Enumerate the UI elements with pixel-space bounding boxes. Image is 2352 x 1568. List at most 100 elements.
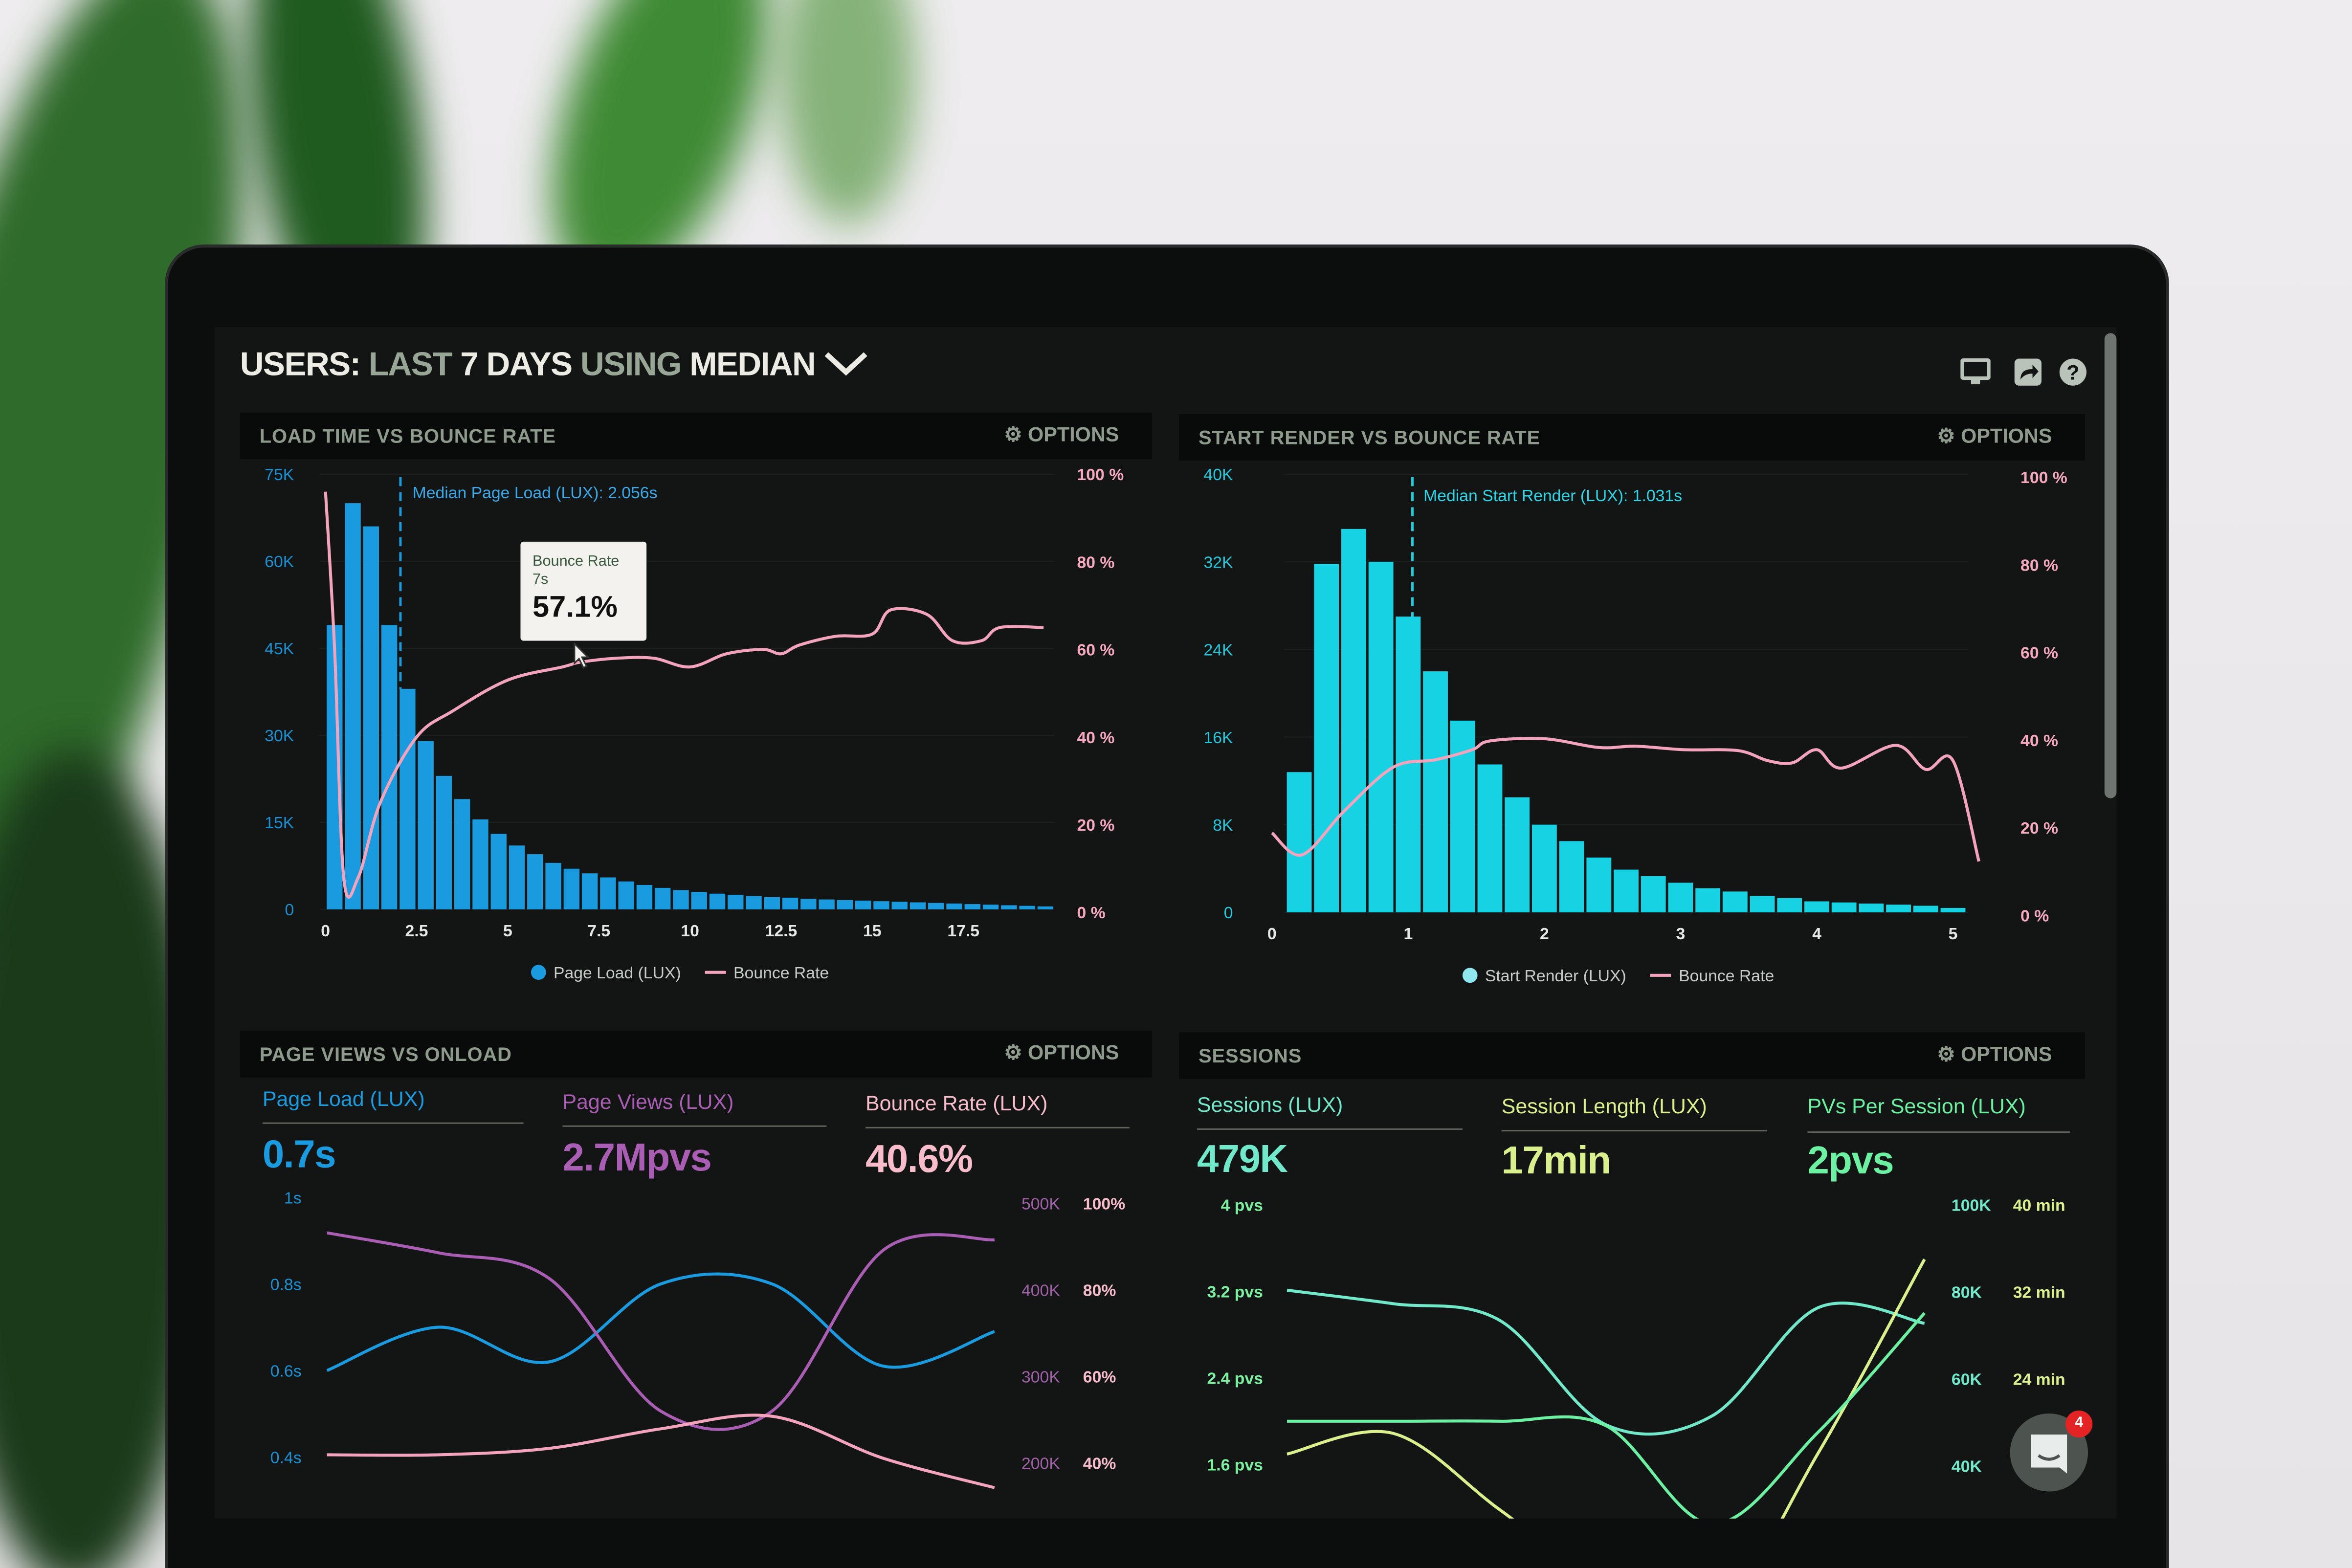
series-line (327, 1231, 995, 1431)
histogram-bar (728, 895, 744, 909)
y-left-tick-label: 0.6s (270, 1362, 302, 1380)
histogram-bar (545, 862, 561, 909)
kpi-value: 2.7Mpvs (562, 1134, 712, 1180)
histogram-bar (581, 873, 598, 909)
legend-item[interactable]: Start Render (LUX) (1485, 968, 1626, 986)
histogram-bar (855, 901, 871, 909)
histogram-bar (600, 877, 616, 909)
y-right-tick-label: 100 % (1077, 465, 1124, 484)
histogram-bar (472, 819, 488, 909)
histogram-bar (345, 503, 361, 909)
y-right-tick-label: 32 min (2013, 1283, 2065, 1302)
y-left-tick-label: 60K (265, 552, 294, 571)
histogram-bar (1750, 896, 1775, 912)
y-right-tick-label: 100 % (2020, 468, 2067, 487)
load-time-legend: Page Load (LUX) Bounce Rate (531, 965, 829, 983)
y-left-tick-label: 3.2 pvs (1207, 1283, 1263, 1302)
histogram-bar (1831, 902, 1857, 912)
svg-text:?: ? (2066, 361, 2079, 384)
chat-icon (2031, 1434, 2067, 1474)
y-right-tick-label: 60K (1952, 1370, 1982, 1389)
title-part: USING (580, 345, 682, 383)
y-right-tick-label: 200K (1021, 1455, 1060, 1473)
x-tick-label: 7.5 (587, 922, 610, 940)
histogram-bar (819, 899, 835, 909)
x-tick-label: 0 (1267, 925, 1277, 943)
notification-badge: 4 (2065, 1410, 2093, 1438)
scrollbar-thumb[interactable] (2104, 333, 2117, 798)
kpi-value: 40.6% (865, 1136, 973, 1181)
x-tick-label: 15 (863, 922, 882, 940)
histogram-bar (655, 887, 671, 909)
histogram-bar (1423, 671, 1448, 912)
y-left-tick-label: 15K (265, 814, 294, 832)
chat-button[interactable] (2010, 1413, 2088, 1492)
panel-title: PAGE VIEWS VS ONLOAD (259, 1042, 512, 1065)
kpi-label: Session Length (LUX) (1501, 1094, 1707, 1118)
histogram-bar (1695, 888, 1721, 912)
options-button[interactable]: ⚙ OPTIONS (1004, 1041, 1119, 1065)
divider (1501, 1129, 1767, 1132)
options-label: OPTIONS (1961, 424, 2052, 447)
y-right-tick-label: 60 % (1077, 641, 1115, 660)
histogram-bar (1477, 764, 1503, 912)
x-tick-label: 12.5 (765, 922, 798, 940)
start-render-legend: Start Render (LUX) Bounce Rate (1462, 968, 1775, 986)
y-left-tick-label: 0 (1224, 904, 1233, 922)
legend-item[interactable]: Page Load (LUX) (553, 965, 681, 983)
histogram-bar (1913, 905, 1938, 912)
x-tick-label: 10 (681, 922, 699, 940)
chevron-down-icon[interactable] (823, 350, 868, 376)
histogram-bar (418, 741, 434, 909)
histogram-bar (1940, 907, 1966, 912)
x-tick-label: 3 (1676, 925, 1686, 943)
histogram-bar (1368, 562, 1394, 912)
histogram-bar (527, 854, 543, 909)
options-button[interactable]: ⚙ OPTIONS (1937, 1043, 2052, 1067)
options-button[interactable]: ⚙ OPTIONS (1937, 425, 2052, 449)
legend-item[interactable]: Bounce Rate (1679, 968, 1775, 986)
y-left-tick-label: 40K (1204, 465, 1234, 484)
title-part: MEDIAN (689, 345, 816, 383)
kpi-label: Page Load (LUX) (262, 1086, 425, 1111)
y-right-tick-label: 0 % (2020, 906, 2049, 925)
options-label: OPTIONS (1028, 1041, 1119, 1064)
help-icon[interactable]: ? (2058, 357, 2088, 387)
bounce-rate-line (324, 491, 1044, 899)
y-left-tick-label: 2.4 pvs (1207, 1369, 1263, 1388)
y-left-tick-label: 24K (1204, 641, 1234, 660)
y-left-tick-label: 8K (1213, 816, 1233, 835)
options-label: OPTIONS (1028, 423, 1119, 446)
page-title[interactable]: USERS: LAST 7 DAYS USING MEDIAN (240, 345, 869, 384)
title-part: 7 DAYS (460, 345, 573, 383)
monitor-icon[interactable] (1960, 357, 1991, 387)
histogram-bar (928, 903, 944, 909)
y-left-tick-label: 1.6 pvs (1207, 1456, 1263, 1475)
kpi-value: 17min (1501, 1137, 1611, 1183)
tooltip-x: 7s (532, 572, 549, 589)
bounce-rate-line (1271, 737, 1980, 862)
histogram-bar (764, 897, 780, 909)
divider (562, 1125, 827, 1127)
histogram-bar (1505, 797, 1530, 912)
histogram-bar (1341, 529, 1366, 912)
kpi-value: 2pvs (1807, 1137, 1894, 1183)
y-left-tick-label: 16K (1204, 729, 1234, 747)
histogram-bar (1532, 824, 1557, 912)
histogram-bar (1614, 869, 1639, 912)
share-icon[interactable] (2013, 357, 2043, 387)
histogram-bar (1722, 891, 1748, 912)
histogram-bar (1586, 857, 1612, 912)
histogram-bar (1001, 905, 1017, 909)
cursor-icon (574, 642, 590, 669)
legend-item[interactable]: Bounce Rate (733, 965, 829, 983)
kpi-label: Page Views (LUX) (562, 1089, 734, 1114)
series-line (326, 1272, 995, 1372)
kpi-label: PVs Per Session (LUX) (1807, 1094, 2026, 1118)
y-right-tick-label: 300K (1021, 1368, 1060, 1387)
histogram-bar (490, 834, 507, 909)
options-button[interactable]: ⚙ OPTIONS (1004, 423, 1119, 447)
